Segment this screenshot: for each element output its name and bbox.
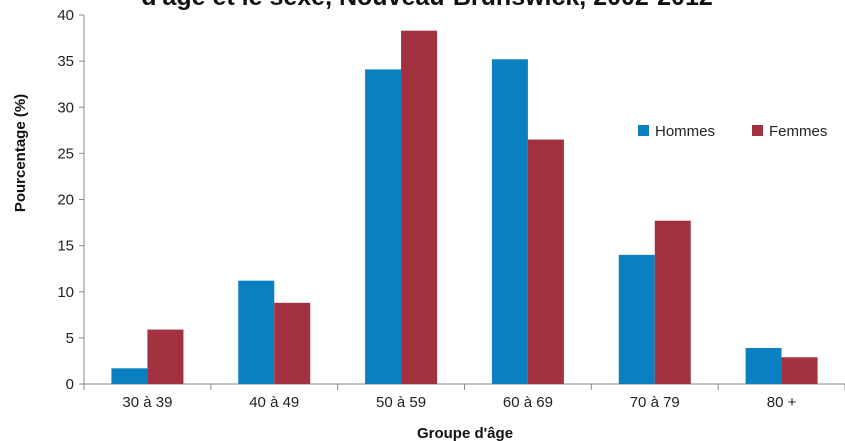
x-axis-title: Groupe d'âge <box>417 425 513 441</box>
legend: Hommes Femmes <box>638 123 827 140</box>
y-tick-label: 40 <box>57 7 74 24</box>
y-tick-label: 35 <box>57 53 74 70</box>
bar-femmes-1 <box>274 302 311 384</box>
y-tick-label: 30 <box>57 99 74 116</box>
x-tick-label: 60 à 69 <box>503 394 553 411</box>
x-tick-label: 80 + <box>767 394 797 411</box>
bar-hommes-0 <box>111 368 148 384</box>
plot-area: 0 5 10 15 20 25 30 35 40 30 à 39 40 à 49 50 à 59 60 … <box>57 7 845 411</box>
y-tick-label: 15 <box>57 238 74 255</box>
bar-hommes-3 <box>491 59 528 384</box>
y-tick-label: 0 <box>66 376 74 393</box>
bar-hommes-2 <box>365 69 402 385</box>
x-tick-label: 30 à 39 <box>122 394 172 411</box>
y-tick-label: 20 <box>57 192 74 209</box>
bar-femmes-0 <box>147 329 184 384</box>
y-tick-label: 5 <box>66 330 74 347</box>
y-tick-label: 25 <box>57 145 74 162</box>
bar-femmes-5 <box>781 357 818 384</box>
y-axis-title: Pourcentage (%) <box>12 94 29 212</box>
bar-femmes-2 <box>401 30 438 385</box>
bar-hommes-1 <box>238 280 275 384</box>
chart-title: d'âge et le sexe, Nouveau-Brunswick, 200… <box>141 0 713 11</box>
bar-femmes-3 <box>527 139 564 384</box>
legend-swatch-hommes <box>638 125 649 136</box>
bar-femmes-4 <box>654 220 691 384</box>
x-tick-label: 70 à 79 <box>630 394 680 411</box>
x-tick-label: 50 à 59 <box>376 394 426 411</box>
y-tick-label: 10 <box>57 284 74 301</box>
legend-label-femmes: Femmes <box>769 123 827 140</box>
legend-label-hommes: Hommes <box>655 123 715 140</box>
bar-hommes-5 <box>745 348 782 384</box>
x-tick-label: 40 à 49 <box>249 394 299 411</box>
bar-hommes-4 <box>618 254 655 384</box>
legend-swatch-femmes <box>752 125 763 136</box>
